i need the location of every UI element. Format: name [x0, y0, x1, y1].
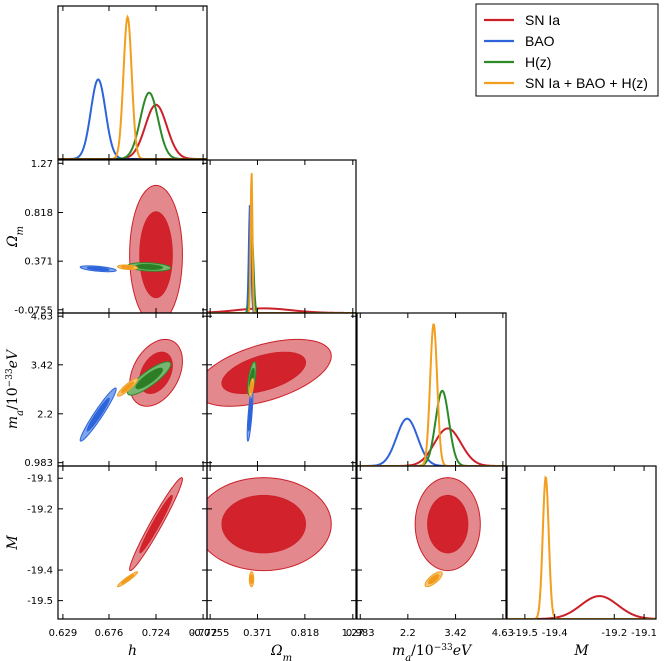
panel-h-h [57, 5, 208, 160]
y-tick-label-M: -19.1 [27, 474, 53, 485]
legend-label-bao: BAO [525, 33, 555, 49]
marginal-sn-ia-M [507, 595, 656, 619]
y-axis-label-M: M [5, 535, 21, 551]
x-tick-label-h: 0.724 [142, 628, 171, 639]
panel-h-om [57, 159, 208, 314]
contour68-sn-ia-h-M [139, 494, 173, 554]
panel-frame [206, 159, 357, 314]
x-tick-label-h: 0.772 [189, 628, 218, 639]
panel-frame [206, 465, 357, 620]
marginal-h-z-ma [357, 389, 506, 466]
y-tick-label-om: 0.818 [24, 208, 53, 219]
legend-label-h-z: H(z) [525, 54, 551, 70]
y-tick-label-M: -19.2 [27, 504, 53, 515]
x-tick-label-M: -19.2 [601, 628, 627, 639]
contour68-sn-ia-om-M [221, 494, 307, 554]
y-tick-label-M: -19.5 [27, 596, 53, 607]
x-tick-label-M: -19.5 [512, 628, 538, 639]
legend: SN Ia BAO H(z) SN Ia + BAO + H(z) [475, 3, 659, 97]
panel-om-ma [206, 312, 357, 467]
y-axis-label-om: Ωm [5, 226, 26, 248]
x-tick-label-om: 0.818 [291, 628, 320, 639]
panel-h-M [57, 465, 208, 620]
marginal-h-z-om [207, 237, 356, 313]
marginal-bao-h [58, 78, 207, 159]
y-axis-label-ma: ma/10−33eV [5, 348, 26, 429]
marginal-sn-ia-h [58, 103, 207, 159]
x-tick-label-om: 0.371 [243, 628, 272, 639]
x-tick-label-M: -19.4 [542, 628, 568, 639]
contour68-h-z-h-om [135, 263, 163, 270]
panel-frame [356, 465, 507, 620]
contour68-sn-ia-bao-h-z-om-ma [249, 381, 254, 394]
contour68-sn-ia-ma-M [427, 494, 469, 554]
x-axis-label-h: h [128, 643, 137, 659]
contour68-h-z-h-ma [135, 367, 163, 390]
x-axis-label-M: M [573, 643, 589, 659]
y-tick-label-om: 1.27 [31, 159, 53, 170]
legend-label-sn-ia: SN Ia [525, 12, 560, 28]
contour68-sn-ia-h-om [139, 211, 173, 299]
x-tick-label-ma: 3.42 [444, 628, 466, 639]
contour68-sn-ia-om-ma [221, 351, 307, 394]
legend-label-sn-ia-bao-h-z: SN Ia + BAO + H(z) [525, 75, 648, 91]
x-tick-label-h: 0.629 [49, 628, 78, 639]
x-tick-label-h: 0.676 [95, 628, 124, 639]
panel-h-ma [57, 312, 208, 467]
marginal-bao-ma [357, 417, 506, 466]
y-tick-label-om: 0.371 [24, 257, 53, 268]
contour68-bao-h-om [86, 266, 110, 272]
marginal-sn-ia-bao-h-z-ma [357, 323, 506, 466]
contour68-sn-ia-bao-h-z-ma-M [427, 574, 440, 585]
panel-frame [57, 465, 208, 620]
contour68-bao-om-ma [247, 397, 253, 432]
marginal-sn-ia-bao-h-z-om [207, 173, 356, 313]
y-tick-label-ma: 4.63 [31, 312, 53, 323]
contour68-sn-ia-bao-h-z-h-om [120, 265, 135, 270]
x-tick-label-om: -0.0755 [191, 628, 230, 639]
contour68-sn-ia-bao-h-z-h-M [120, 574, 135, 585]
y-tick-label-ma: 3.42 [31, 360, 53, 371]
contour68-bao-h-ma [86, 397, 110, 432]
x-tick-label-ma: 0.983 [346, 628, 375, 639]
marginal-sn-ia-bao-h-z-h [58, 14, 207, 159]
y-tick-label-om: -0.0755 [14, 305, 53, 316]
x-axis-label-ma: ma/10−33eV [392, 643, 473, 661]
panel-ma-M [356, 465, 507, 620]
x-tick-label-om: 1.27 [342, 628, 364, 639]
x-axis-label-om: Ωm [270, 643, 292, 661]
y-tick-label-M: -19.4 [27, 566, 53, 577]
y-tick-label-ma: 2.2 [37, 409, 53, 420]
marginal-bao-om [207, 205, 356, 313]
panel-frame [57, 5, 208, 160]
y-tick-label-ma: 0.983 [24, 458, 53, 469]
contour68-sn-ia-bao-h-z-om-M [249, 574, 254, 585]
x-tick-label-M: -19.1 [631, 628, 657, 639]
contour68-sn-ia-bao-h-z-h-ma [120, 381, 135, 394]
x-tick-label-ma: 2.2 [400, 628, 416, 639]
panel-om-om [206, 159, 357, 314]
panel-om-M [206, 465, 357, 620]
panel-frame [506, 465, 657, 620]
marginal-sn-ia-bao-h-z-M [507, 475, 656, 619]
x-tick-label-ma: 4.63 [492, 628, 514, 639]
panel-ma-ma [356, 312, 507, 467]
panel-M-M [506, 465, 657, 620]
